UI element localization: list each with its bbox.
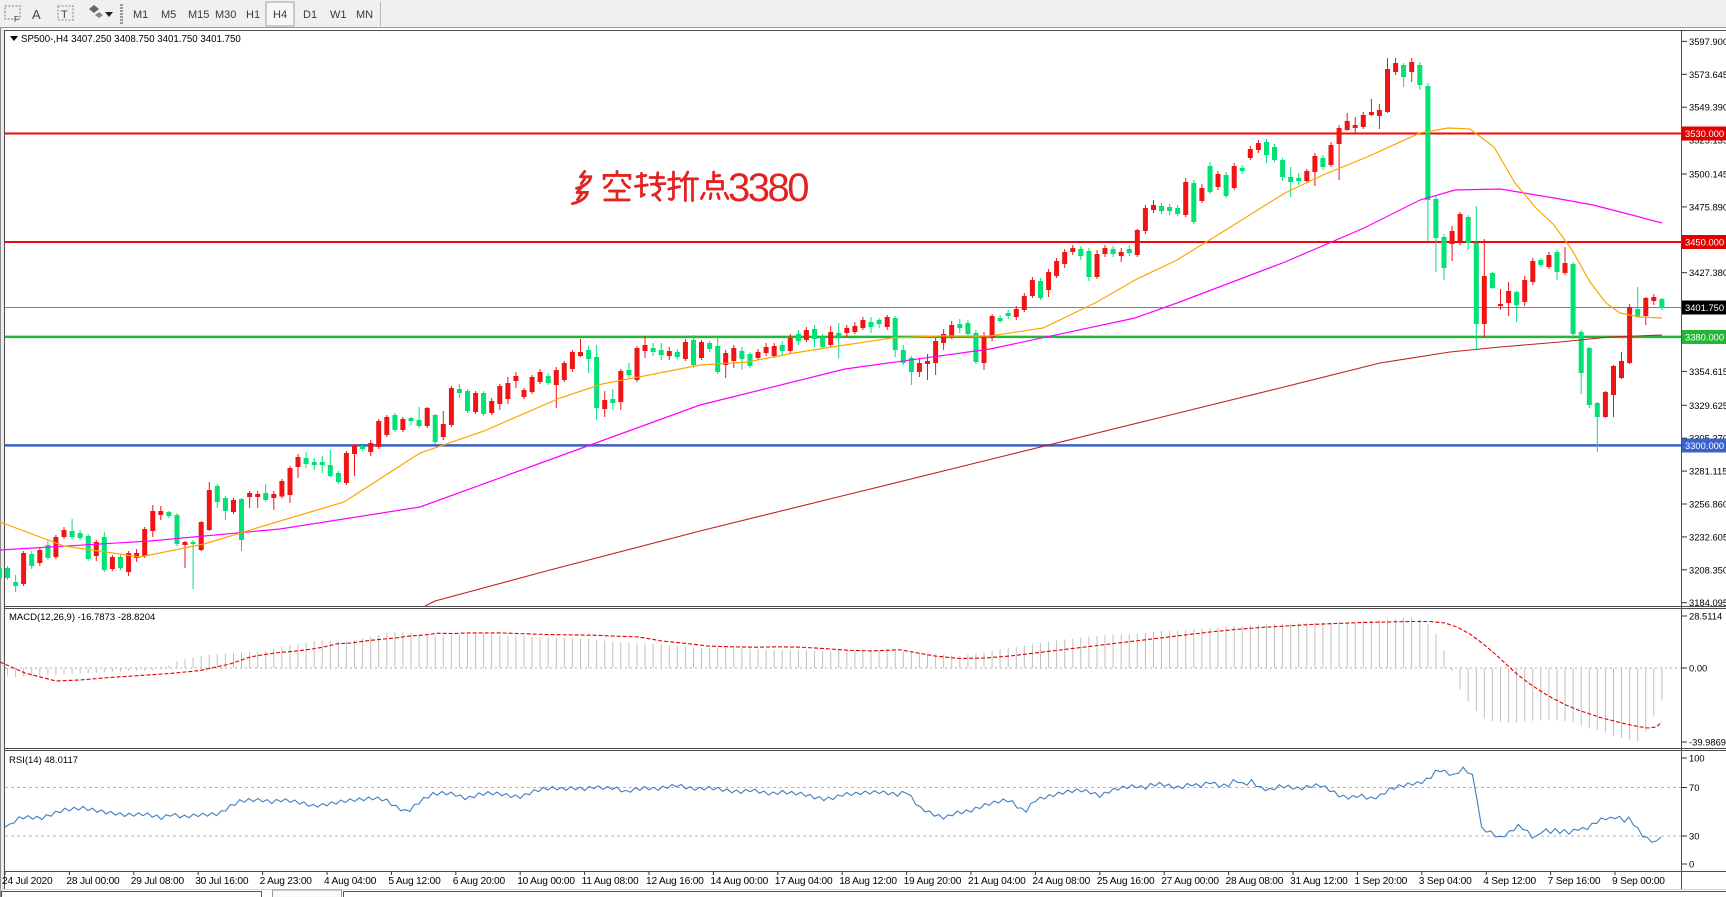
svg-text:3281.115: 3281.115 <box>1689 466 1726 477</box>
svg-text:H1: H1 <box>246 9 260 21</box>
svg-text:25 Aug 16:00: 25 Aug 16:00 <box>1097 876 1155 887</box>
svg-text:3208.350: 3208.350 <box>1689 564 1726 575</box>
svg-text:3450.000: 3450.000 <box>1685 237 1724 248</box>
svg-text:3232.605: 3232.605 <box>1689 531 1726 542</box>
svg-text:MN: MN <box>356 9 373 21</box>
svg-text:3573.645: 3573.645 <box>1689 69 1726 80</box>
svg-text:28.5114: 28.5114 <box>1689 611 1722 622</box>
svg-text:M5: M5 <box>161 9 176 21</box>
svg-text:-39.9869: -39.9869 <box>1689 737 1726 748</box>
svg-text:F: F <box>14 15 19 24</box>
svg-text:2 Aug 23:00: 2 Aug 23:00 <box>260 876 313 887</box>
svg-text:24 Jul 2020: 24 Jul 2020 <box>2 876 53 887</box>
svg-text:70: 70 <box>1689 782 1699 793</box>
svg-text:11 Aug 08:00: 11 Aug 08:00 <box>582 876 639 887</box>
svg-text:0: 0 <box>1689 859 1694 870</box>
svg-text:MACD(12,26,9) -16.7873 -28.820: MACD(12,26,9) -16.7873 -28.8204 <box>9 612 155 623</box>
svg-text:5 Aug 12:00: 5 Aug 12:00 <box>388 876 441 887</box>
svg-text:3184.095: 3184.095 <box>1689 597 1726 608</box>
svg-text:12 Aug 16:00: 12 Aug 16:00 <box>646 876 704 887</box>
svg-text:H4: H4 <box>273 9 287 21</box>
svg-text:T: T <box>61 9 68 21</box>
svg-text:M30: M30 <box>215 9 236 21</box>
svg-text:3300.000: 3300.000 <box>1685 440 1724 451</box>
svg-text:24 Aug 08:00: 24 Aug 08:00 <box>1032 876 1090 887</box>
svg-text:3530.000: 3530.000 <box>1685 128 1724 139</box>
svg-text:W1: W1 <box>330 9 347 21</box>
svg-text:30 Jul 16:00: 30 Jul 16:00 <box>195 876 249 887</box>
svg-text:21 Aug 04:00: 21 Aug 04:00 <box>968 876 1026 887</box>
svg-text:14 Aug 00:00: 14 Aug 00:00 <box>710 876 768 887</box>
svg-text:3354.615: 3354.615 <box>1689 366 1726 377</box>
svg-text:3427.380: 3427.380 <box>1689 267 1726 278</box>
svg-text:3380: 3380 <box>728 166 808 210</box>
svg-text:M15: M15 <box>188 9 209 21</box>
svg-text:10 Aug 00:00: 10 Aug 00:00 <box>517 876 575 887</box>
svg-text:M1: M1 <box>133 9 148 21</box>
svg-text:4 Aug 04:00: 4 Aug 04:00 <box>324 876 377 887</box>
svg-text:29 Jul 08:00: 29 Jul 08:00 <box>131 876 185 887</box>
svg-text:100: 100 <box>1689 753 1705 764</box>
svg-text:3380.000: 3380.000 <box>1685 332 1724 343</box>
svg-text:30: 30 <box>1689 831 1699 842</box>
svg-text:1 Sep 20:00: 1 Sep 20:00 <box>1354 876 1407 887</box>
svg-text:3597.900: 3597.900 <box>1689 36 1726 47</box>
svg-text:18 Aug 12:00: 18 Aug 12:00 <box>839 876 897 887</box>
svg-text:3329.625: 3329.625 <box>1689 400 1726 411</box>
svg-text:A: A <box>32 7 41 22</box>
svg-text:0.00: 0.00 <box>1689 663 1707 674</box>
svg-text:3256.860: 3256.860 <box>1689 499 1726 510</box>
svg-text:3500.145: 3500.145 <box>1689 169 1726 180</box>
svg-text:3401.750: 3401.750 <box>1685 302 1724 313</box>
svg-text:28 Aug 08:00: 28 Aug 08:00 <box>1226 876 1284 887</box>
svg-text:3475.890: 3475.890 <box>1689 201 1726 212</box>
svg-text:3 Sep 04:00: 3 Sep 04:00 <box>1419 876 1472 887</box>
svg-text:SP500-,H4 3407.250 3408.750 3: SP500-,H4 3407.250 3408.750 3401.750 340… <box>21 34 241 45</box>
svg-text:31 Aug 12:00: 31 Aug 12:00 <box>1290 876 1348 887</box>
svg-text:6 Aug 20:00: 6 Aug 20:00 <box>453 876 506 887</box>
svg-text:4 Sep 12:00: 4 Sep 12:00 <box>1483 876 1536 887</box>
svg-text:19 Aug 20:00: 19 Aug 20:00 <box>904 876 962 887</box>
svg-text:17 Aug 04:00: 17 Aug 04:00 <box>775 876 833 887</box>
svg-text:7 Sep 16:00: 7 Sep 16:00 <box>1548 876 1601 887</box>
svg-text:28 Jul 00:00: 28 Jul 00:00 <box>66 876 120 887</box>
svg-text:9 Sep 00:00: 9 Sep 00:00 <box>1612 876 1665 887</box>
svg-text:RSI(14) 48.0117: RSI(14) 48.0117 <box>9 755 78 766</box>
svg-text:D1: D1 <box>303 9 317 21</box>
svg-text:3305.370: 3305.370 <box>1689 433 1726 444</box>
svg-text:27 Aug 00:00: 27 Aug 00:00 <box>1161 876 1219 887</box>
svg-text:3549.390: 3549.390 <box>1689 102 1726 113</box>
